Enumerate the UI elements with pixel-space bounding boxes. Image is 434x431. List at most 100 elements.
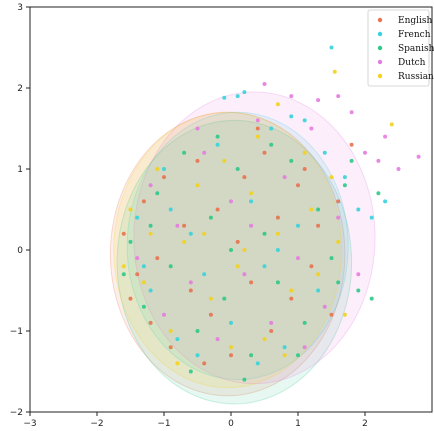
series-circles	[109, 91, 376, 405]
point-2-21	[188, 369, 193, 374]
point-2-4	[182, 150, 187, 155]
legend-box	[367, 9, 430, 87]
point-4-23	[148, 231, 153, 236]
point-4-0	[128, 207, 133, 212]
point-4-6	[208, 296, 213, 301]
point-1-26	[255, 361, 260, 366]
point-2-7	[222, 296, 227, 301]
point-0-15	[262, 150, 267, 155]
point-3-4	[188, 280, 193, 285]
point-2-9	[249, 353, 254, 358]
point-3-28	[356, 272, 361, 277]
point-3-1	[148, 183, 153, 188]
point-2-29	[229, 248, 233, 252]
point-3-27	[195, 126, 200, 131]
point-0-25	[155, 256, 160, 261]
point-2-26	[269, 142, 274, 147]
point-3-9	[255, 118, 260, 123]
point-4-3	[168, 329, 173, 333]
point-4-1	[141, 280, 146, 285]
point-2-17	[356, 288, 361, 293]
point-4-13	[302, 150, 307, 155]
point-1-12	[269, 126, 274, 131]
point-0-18	[289, 296, 294, 301]
point-4-19	[275, 102, 280, 107]
point-3-11	[282, 175, 287, 180]
data-points	[121, 45, 421, 382]
point-3-29	[249, 223, 254, 228]
legend-label-4: Russian	[398, 72, 434, 82]
point-4-2	[155, 167, 160, 171]
point-3-0	[135, 256, 140, 261]
series-circle-2	[116, 119, 353, 405]
point-0-27	[255, 126, 260, 131]
point-0-23	[336, 199, 341, 204]
point-0-7	[188, 288, 193, 293]
point-0-20	[309, 264, 314, 269]
point-4-5	[195, 183, 200, 188]
y-tick-label: 1	[17, 165, 23, 175]
x-tick-label: −1	[157, 419, 170, 429]
point-0-16	[269, 329, 274, 333]
point-4-14	[316, 272, 321, 277]
point-2-1	[141, 304, 146, 309]
point-3-22	[289, 94, 294, 99]
point-2-3	[168, 264, 173, 269]
point-0-14	[249, 280, 254, 285]
point-1-1	[148, 288, 153, 293]
legend-label-1: French	[398, 30, 431, 40]
point-1-8	[235, 94, 240, 99]
point-4-11	[275, 231, 280, 236]
point-0-26	[202, 361, 207, 366]
point-0-5	[168, 345, 173, 350]
legend-label-0: English	[398, 16, 433, 26]
point-3-12	[296, 256, 300, 261]
point-2-22	[242, 377, 247, 382]
legend-marker-1	[377, 31, 383, 37]
point-0-6	[182, 223, 187, 228]
point-3-18	[376, 158, 381, 163]
point-1-16	[316, 288, 321, 293]
point-0-19	[296, 183, 300, 188]
point-2-25	[215, 134, 220, 139]
point-2-24	[148, 223, 153, 228]
series-circle-1	[126, 111, 349, 381]
x-tick-label: 2	[362, 419, 368, 429]
point-1-10	[249, 199, 254, 204]
point-1-23	[289, 114, 294, 119]
point-0-22	[329, 312, 334, 317]
x-tick-label: 0	[228, 419, 234, 429]
point-1-21	[383, 199, 388, 204]
point-4-24	[255, 134, 260, 139]
point-3-13	[309, 126, 314, 131]
point-4-10	[262, 337, 267, 342]
point-3-20	[416, 154, 421, 159]
point-0-24	[349, 142, 354, 147]
legend: English French Spanish Dutch Russian	[367, 9, 434, 87]
series-circle-4	[113, 111, 343, 389]
legend-marker-0	[377, 17, 383, 23]
point-2-19	[376, 191, 381, 196]
point-1-6	[215, 142, 220, 147]
point-2-6	[208, 215, 213, 220]
point-2-16	[342, 183, 347, 188]
point-4-12	[289, 288, 294, 293]
y-tick-label: −1	[10, 327, 23, 337]
point-0-13	[242, 175, 247, 180]
point-0-12	[235, 239, 240, 244]
point-1-28	[168, 207, 173, 212]
y-tick-label: −2	[10, 408, 23, 418]
point-0-0	[121, 231, 126, 236]
point-1-13	[282, 345, 287, 350]
point-2-8	[235, 167, 240, 171]
point-2-2	[155, 191, 160, 196]
point-0-4	[162, 175, 166, 180]
x-tick-label: 1	[295, 419, 301, 429]
point-3-26	[302, 345, 307, 350]
point-4-18	[389, 122, 394, 127]
point-2-14	[316, 207, 321, 212]
point-3-23	[336, 94, 341, 99]
point-1-27	[322, 150, 327, 155]
point-2-13	[302, 320, 307, 325]
